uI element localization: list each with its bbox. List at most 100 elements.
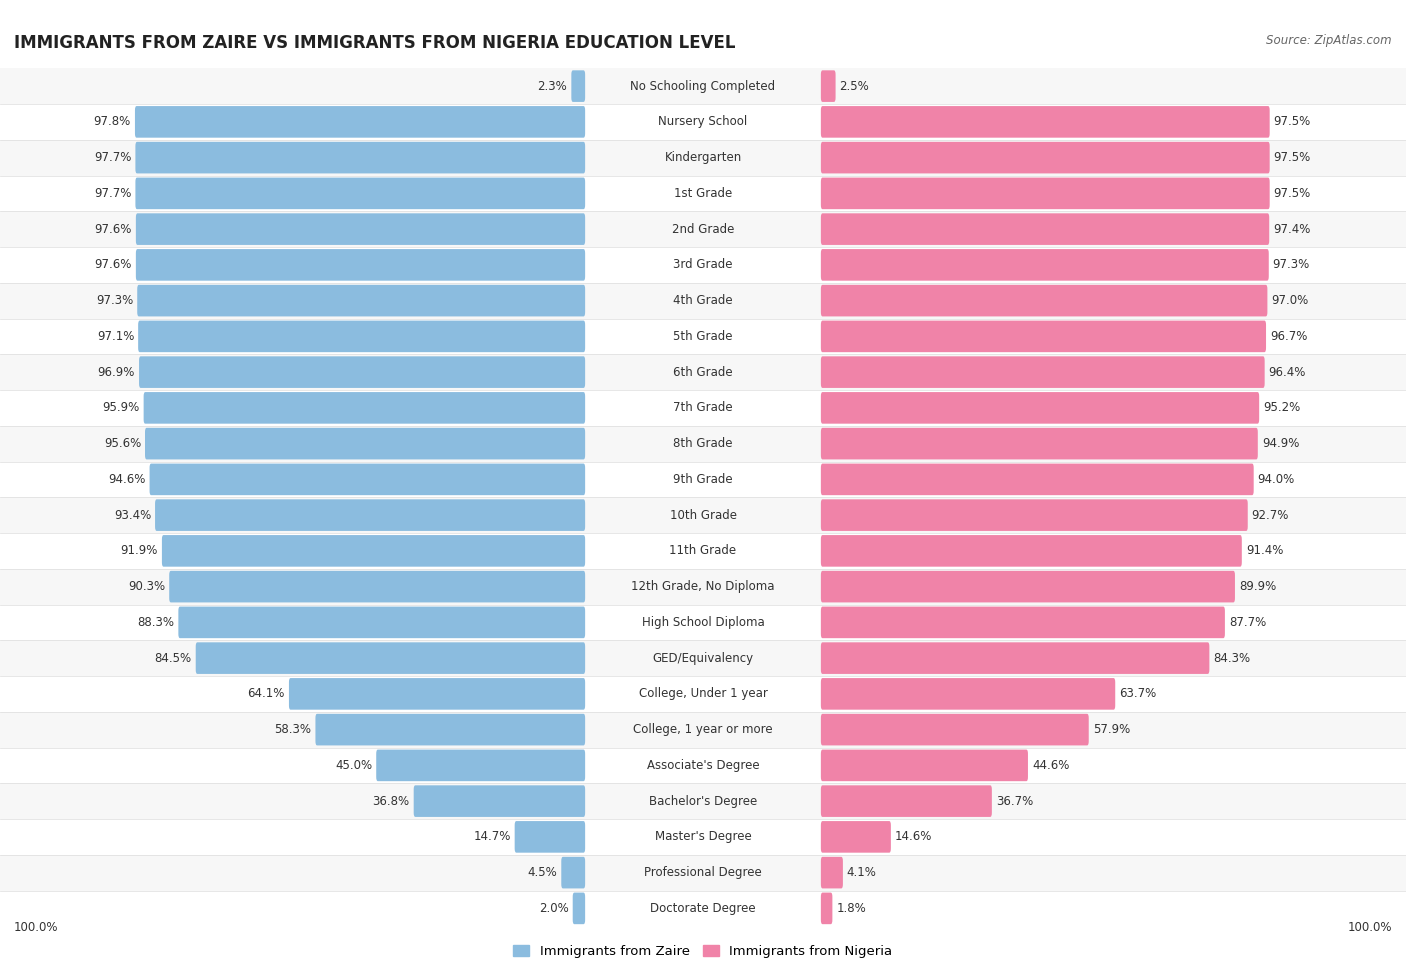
- Text: 92.7%: 92.7%: [1251, 509, 1289, 522]
- Text: 97.5%: 97.5%: [1274, 187, 1310, 200]
- Text: Bachelor's Degree: Bachelor's Degree: [650, 795, 756, 807]
- Text: 97.1%: 97.1%: [97, 330, 134, 343]
- Text: 6th Grade: 6th Grade: [673, 366, 733, 378]
- FancyBboxPatch shape: [821, 428, 1258, 459]
- Text: 64.1%: 64.1%: [247, 687, 285, 700]
- FancyBboxPatch shape: [821, 177, 1270, 210]
- Bar: [0, 533, 1406, 568]
- Text: 90.3%: 90.3%: [128, 580, 166, 593]
- Bar: [0, 139, 1406, 176]
- Text: 45.0%: 45.0%: [335, 759, 373, 772]
- Text: 93.4%: 93.4%: [114, 509, 150, 522]
- FancyBboxPatch shape: [821, 392, 1260, 424]
- FancyBboxPatch shape: [821, 70, 835, 102]
- Bar: [0, 712, 1406, 748]
- Bar: [0, 461, 1406, 497]
- FancyBboxPatch shape: [821, 106, 1270, 137]
- Text: Doctorate Degree: Doctorate Degree: [650, 902, 756, 915]
- FancyBboxPatch shape: [135, 106, 585, 137]
- Text: 97.5%: 97.5%: [1274, 115, 1310, 129]
- Bar: [0, 212, 1406, 247]
- Text: 1.8%: 1.8%: [837, 902, 866, 915]
- FancyBboxPatch shape: [821, 606, 1225, 639]
- FancyBboxPatch shape: [139, 356, 585, 388]
- FancyBboxPatch shape: [136, 214, 585, 245]
- Text: 10th Grade: 10th Grade: [669, 509, 737, 522]
- FancyBboxPatch shape: [413, 785, 585, 817]
- Text: 97.6%: 97.6%: [94, 222, 132, 236]
- Text: IMMIGRANTS FROM ZAIRE VS IMMIGRANTS FROM NIGERIA EDUCATION LEVEL: IMMIGRANTS FROM ZAIRE VS IMMIGRANTS FROM…: [14, 34, 735, 52]
- Text: 2.5%: 2.5%: [839, 80, 869, 93]
- Bar: [0, 497, 1406, 533]
- Text: 94.9%: 94.9%: [1261, 437, 1299, 450]
- FancyBboxPatch shape: [572, 892, 585, 924]
- FancyBboxPatch shape: [195, 643, 585, 674]
- Bar: [0, 68, 1406, 104]
- Text: 4th Grade: 4th Grade: [673, 294, 733, 307]
- Text: 97.3%: 97.3%: [1272, 258, 1310, 271]
- Bar: [0, 568, 1406, 604]
- Text: 96.7%: 96.7%: [1270, 330, 1308, 343]
- Text: 100.0%: 100.0%: [1347, 921, 1392, 934]
- Text: High School Diploma: High School Diploma: [641, 616, 765, 629]
- FancyBboxPatch shape: [162, 535, 585, 566]
- FancyBboxPatch shape: [821, 214, 1270, 245]
- Text: 88.3%: 88.3%: [138, 616, 174, 629]
- Text: College, Under 1 year: College, Under 1 year: [638, 687, 768, 700]
- FancyBboxPatch shape: [135, 177, 585, 210]
- Text: 97.5%: 97.5%: [1274, 151, 1310, 164]
- Text: 3rd Grade: 3rd Grade: [673, 258, 733, 271]
- Text: 97.6%: 97.6%: [94, 258, 132, 271]
- FancyBboxPatch shape: [135, 141, 585, 174]
- Bar: [0, 283, 1406, 319]
- Text: 1st Grade: 1st Grade: [673, 187, 733, 200]
- FancyBboxPatch shape: [821, 535, 1241, 566]
- Text: 91.4%: 91.4%: [1246, 544, 1284, 558]
- Text: Associate's Degree: Associate's Degree: [647, 759, 759, 772]
- FancyBboxPatch shape: [377, 750, 585, 781]
- FancyBboxPatch shape: [136, 249, 585, 281]
- Text: 2nd Grade: 2nd Grade: [672, 222, 734, 236]
- Text: 14.6%: 14.6%: [894, 831, 932, 843]
- Bar: [0, 319, 1406, 354]
- Text: Kindergarten: Kindergarten: [665, 151, 741, 164]
- Text: 97.7%: 97.7%: [94, 187, 131, 200]
- FancyBboxPatch shape: [138, 285, 585, 317]
- FancyBboxPatch shape: [179, 606, 585, 639]
- Bar: [0, 890, 1406, 926]
- Text: 84.3%: 84.3%: [1213, 651, 1250, 665]
- Bar: [0, 641, 1406, 676]
- Text: 100.0%: 100.0%: [14, 921, 59, 934]
- FancyBboxPatch shape: [821, 750, 1028, 781]
- FancyBboxPatch shape: [155, 499, 585, 531]
- Text: 97.7%: 97.7%: [94, 151, 131, 164]
- FancyBboxPatch shape: [821, 356, 1264, 388]
- FancyBboxPatch shape: [821, 785, 991, 817]
- Bar: [0, 426, 1406, 461]
- Text: 5th Grade: 5th Grade: [673, 330, 733, 343]
- FancyBboxPatch shape: [821, 249, 1268, 281]
- Text: 63.7%: 63.7%: [1119, 687, 1157, 700]
- Text: Source: ZipAtlas.com: Source: ZipAtlas.com: [1267, 34, 1392, 47]
- Text: 87.7%: 87.7%: [1229, 616, 1267, 629]
- Text: 58.3%: 58.3%: [274, 723, 312, 736]
- Bar: [0, 819, 1406, 855]
- Text: 96.4%: 96.4%: [1268, 366, 1306, 378]
- FancyBboxPatch shape: [149, 463, 585, 495]
- FancyBboxPatch shape: [561, 857, 585, 888]
- Text: 96.9%: 96.9%: [97, 366, 135, 378]
- Text: 7th Grade: 7th Grade: [673, 402, 733, 414]
- FancyBboxPatch shape: [315, 714, 585, 746]
- Bar: [0, 604, 1406, 641]
- Text: 89.9%: 89.9%: [1239, 580, 1277, 593]
- Bar: [0, 247, 1406, 283]
- Text: 95.2%: 95.2%: [1263, 402, 1301, 414]
- Legend: Immigrants from Zaire, Immigrants from Nigeria: Immigrants from Zaire, Immigrants from N…: [508, 940, 898, 963]
- FancyBboxPatch shape: [138, 321, 585, 352]
- Bar: [0, 354, 1406, 390]
- FancyBboxPatch shape: [821, 857, 842, 888]
- Text: 14.7%: 14.7%: [474, 831, 510, 843]
- FancyBboxPatch shape: [821, 463, 1254, 495]
- Text: 57.9%: 57.9%: [1092, 723, 1130, 736]
- Bar: [0, 748, 1406, 783]
